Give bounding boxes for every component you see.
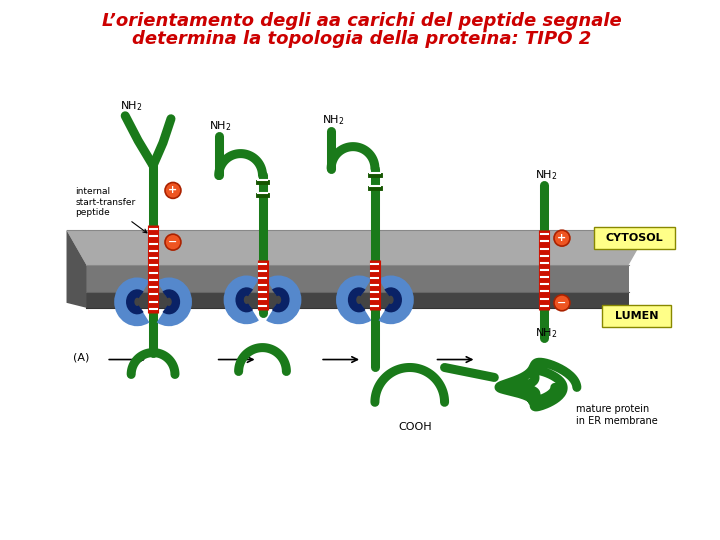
Circle shape bbox=[554, 295, 570, 311]
Text: −: − bbox=[557, 298, 567, 308]
Text: L’orientamento degli aa carichi del peptide segnale: L’orientamento degli aa carichi del pept… bbox=[102, 12, 622, 30]
FancyBboxPatch shape bbox=[602, 305, 671, 327]
Text: NH$_2$: NH$_2$ bbox=[210, 119, 232, 133]
Text: NH$_2$: NH$_2$ bbox=[535, 168, 557, 183]
Text: −: − bbox=[168, 237, 178, 247]
Text: NH$_2$: NH$_2$ bbox=[535, 326, 557, 340]
Text: determina la topologia della proteina: TIPO 2: determina la topologia della proteina: T… bbox=[132, 30, 592, 48]
Text: (A): (A) bbox=[73, 353, 90, 362]
Circle shape bbox=[165, 234, 181, 250]
Polygon shape bbox=[86, 292, 629, 308]
Text: NH$_2$: NH$_2$ bbox=[120, 99, 143, 113]
Text: +: + bbox=[557, 233, 567, 243]
Polygon shape bbox=[66, 230, 649, 265]
Text: CYTOSOL: CYTOSOL bbox=[606, 233, 663, 243]
Text: mature protein
in ER membrane: mature protein in ER membrane bbox=[576, 404, 657, 426]
Circle shape bbox=[165, 183, 181, 198]
Text: internal
start-transfer
peptide: internal start-transfer peptide bbox=[76, 187, 147, 233]
Text: NH$_2$: NH$_2$ bbox=[322, 113, 344, 127]
FancyBboxPatch shape bbox=[594, 227, 675, 249]
Polygon shape bbox=[66, 230, 86, 308]
Polygon shape bbox=[86, 265, 629, 292]
Circle shape bbox=[554, 230, 570, 246]
Text: LUMEN: LUMEN bbox=[615, 310, 658, 321]
Text: +: + bbox=[168, 185, 178, 195]
Text: COOH: COOH bbox=[398, 422, 431, 431]
